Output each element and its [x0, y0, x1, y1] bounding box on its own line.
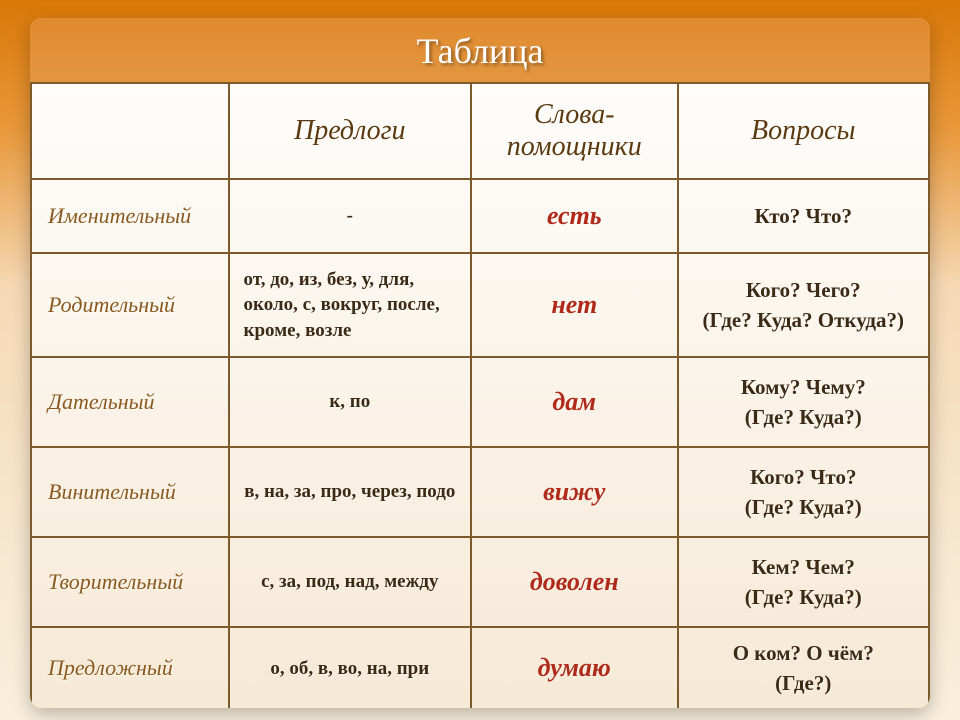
prepositions: в, на, за, про, через, подо [229, 447, 471, 537]
questions-main: Кто? Что? [687, 201, 920, 231]
header-helpers: Слова-помощники [471, 83, 678, 179]
header-prepositions: Предлоги [229, 83, 471, 179]
questions-main: Кем? Чем? [687, 552, 920, 582]
header-blank [31, 83, 229, 179]
questions-main: Кого? Что? [687, 462, 920, 492]
table-row: Творительный с, за, под, над, между дово… [31, 537, 929, 627]
table-row: Родительный от, до, из, без, у, для, око… [31, 253, 929, 357]
questions: Кому? Чему? (Где? Куда?) [678, 357, 929, 447]
questions-sub: (Где?) [687, 668, 920, 698]
prepositions: - [229, 179, 471, 253]
helper-word: нет [471, 253, 678, 357]
questions-main: О ком? О чём? [687, 638, 920, 668]
questions-sub: (Где? Куда?) [687, 492, 920, 522]
questions-sub: (Где? Куда?) [687, 582, 920, 612]
helper-word: дам [471, 357, 678, 447]
header-row: Предлоги Слова-помощники Вопросы [31, 83, 929, 179]
questions: Кого? Чего? (Где? Куда? Откуда?) [678, 253, 929, 357]
questions: О ком? О чём? (Где?) [678, 627, 929, 708]
table-row: Именительный - есть Кто? Что? [31, 179, 929, 253]
header-questions: Вопросы [678, 83, 929, 179]
helper-word: вижу [471, 447, 678, 537]
case-name: Предложный [31, 627, 229, 708]
case-name: Родительный [31, 253, 229, 357]
case-name: Винительный [31, 447, 229, 537]
prepositions: от, до, из, без, у, для, около, с, вокру… [229, 253, 471, 357]
cases-table: Предлоги Слова-помощники Вопросы Имените… [30, 82, 930, 708]
table-row: Дательный к, по дам Кому? Чему? (Где? Ку… [31, 357, 929, 447]
questions-main: Кому? Чему? [687, 372, 920, 402]
table-row: Винительный в, на, за, про, через, подо … [31, 447, 929, 537]
helper-word: думаю [471, 627, 678, 708]
questions: Кем? Чем? (Где? Куда?) [678, 537, 929, 627]
case-name: Именительный [31, 179, 229, 253]
case-name: Творительный [31, 537, 229, 627]
prepositions: к, по [229, 357, 471, 447]
prepositions: о, об, в, во, на, при [229, 627, 471, 708]
slide: Таблица Предлоги Слова-помощники Вопросы… [0, 0, 960, 720]
prepositions: с, за, под, над, между [229, 537, 471, 627]
questions-sub: (Где? Куда?) [687, 402, 920, 432]
title: Таблица [30, 18, 930, 82]
helper-word: доволен [471, 537, 678, 627]
questions-main: Кого? Чего? [687, 275, 920, 305]
card: Таблица Предлоги Слова-помощники Вопросы… [30, 18, 930, 708]
table-row: Предложный о, об, в, во, на, при думаю О… [31, 627, 929, 708]
helper-word: есть [471, 179, 678, 253]
questions: Кого? Что? (Где? Куда?) [678, 447, 929, 537]
case-name: Дательный [31, 357, 229, 447]
questions-sub: (Где? Куда? Откуда?) [687, 305, 920, 335]
questions: Кто? Что? [678, 179, 929, 253]
